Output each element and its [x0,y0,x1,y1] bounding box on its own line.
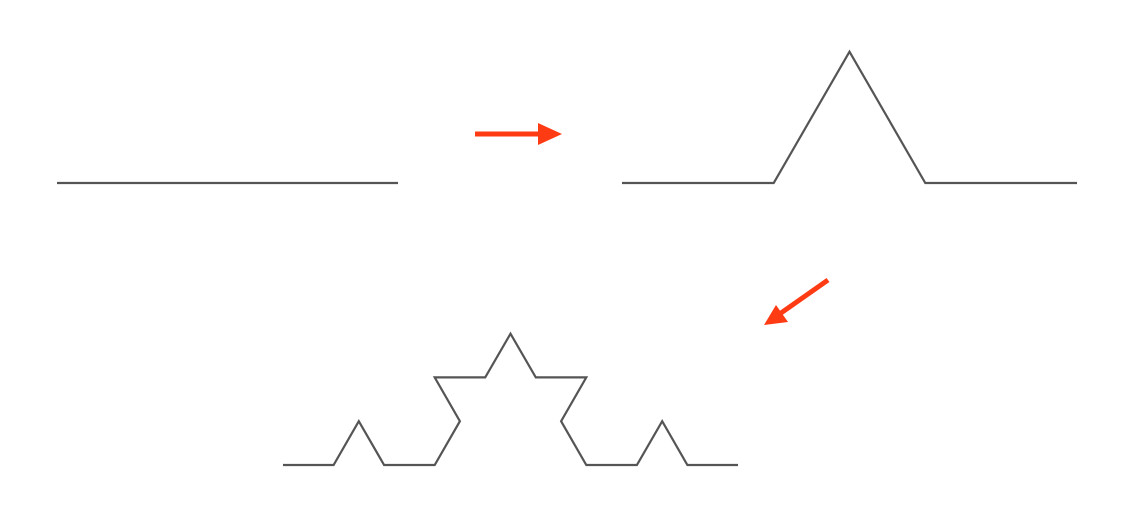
stage-2 [283,331,738,467]
arrow-down-left [764,277,830,325]
arrow-down-left-shaft [779,277,830,316]
arrow-right-head [538,123,562,145]
arrow-right [475,123,562,145]
arrow-down-left-head [764,305,788,325]
stage-1-generator [622,49,1077,185]
